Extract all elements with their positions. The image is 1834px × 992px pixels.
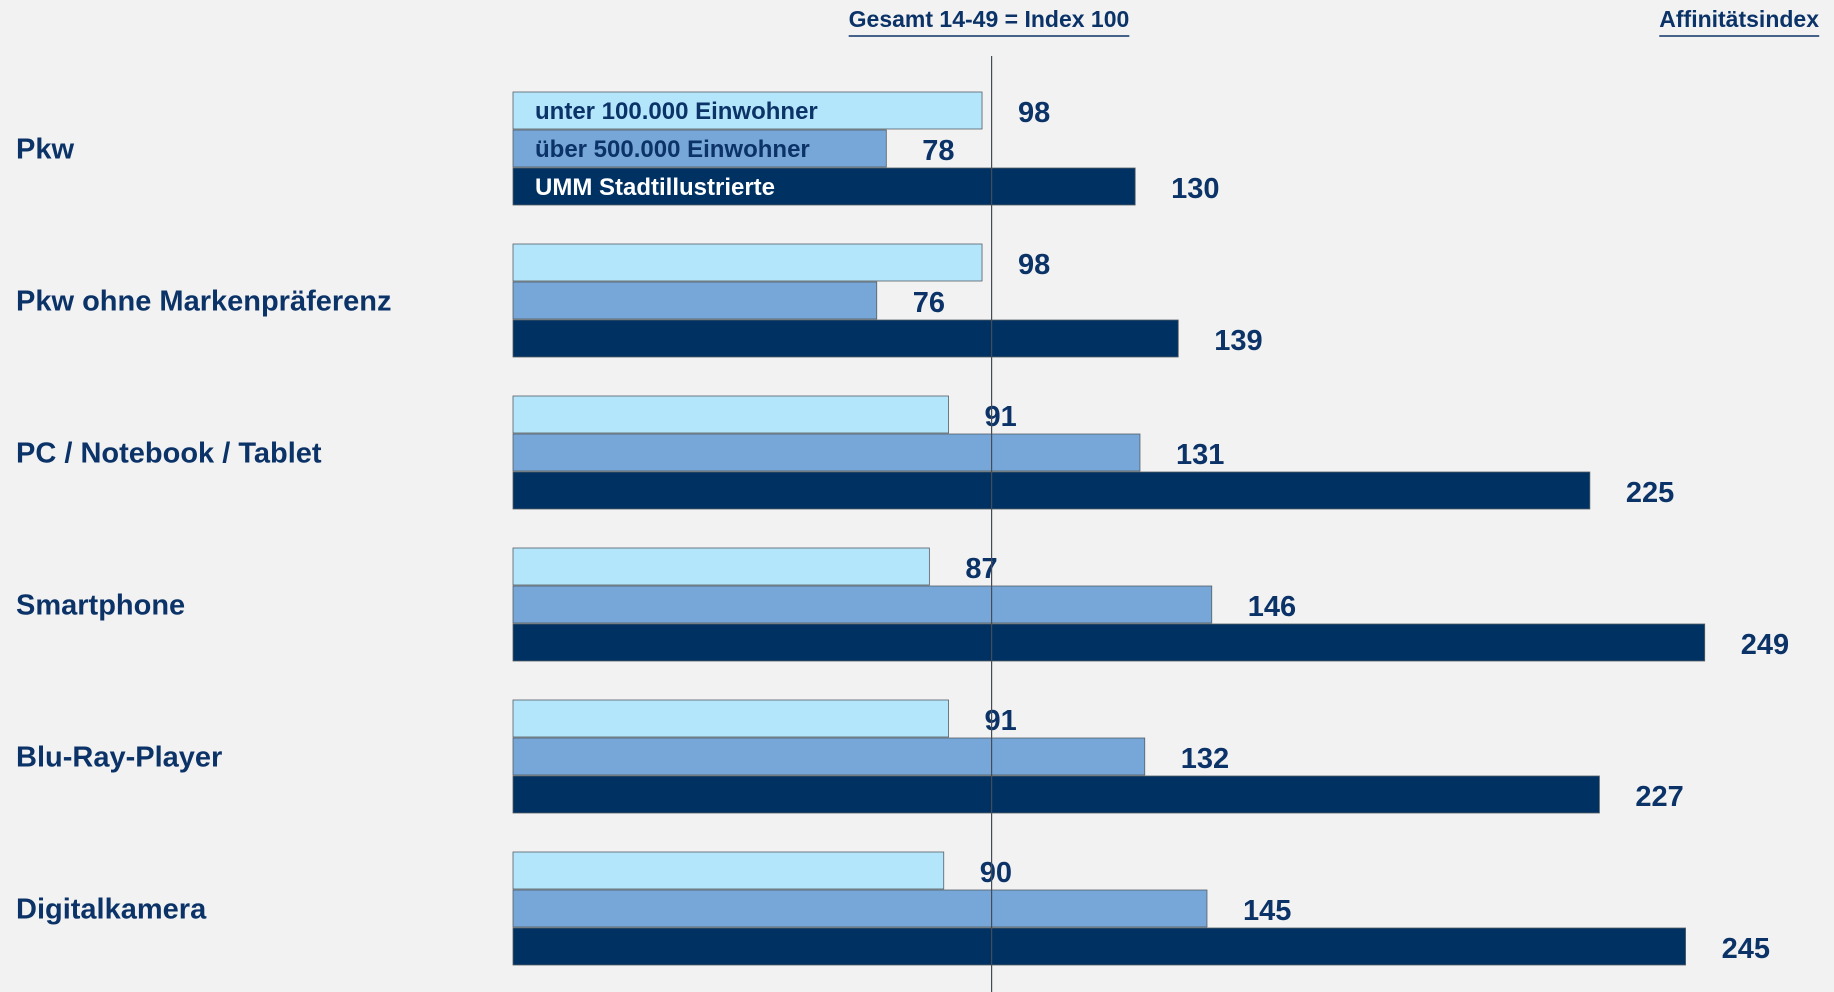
bar-3 [512,319,1179,358]
bar-1 [512,851,945,890]
reference-line-title: Gesamt 14-49 = Index 100 [849,6,1130,32]
category-label: Blu-Ray-Player [16,742,222,774]
value-label: 91 [985,705,1017,737]
value-label: 130 [1171,173,1219,205]
value-label: 131 [1176,439,1224,471]
value-label: 227 [1635,781,1683,813]
value-label: 139 [1214,325,1262,357]
axis-title: Affinitätsindex [1659,6,1819,32]
bar-2 [512,281,878,320]
bar-group: Smartphone 87 146 249 [16,547,1789,662]
bar-3 [512,775,1600,814]
value-label: 76 [913,287,945,319]
value-label: 245 [1722,933,1770,965]
chart-headers: Gesamt 14-49 = Index 100 Affinitätsindex [848,6,1820,37]
bar-3 [512,927,1686,966]
value-label: 87 [965,553,997,585]
value-label: 146 [1248,591,1296,623]
category-label: Digitalkamera [16,894,207,926]
bar-2 [512,129,887,168]
bar-3 [512,167,1136,206]
bar-groups: Pkw 98 unter 100.000 Einwohner 78 über 500.0… [16,91,1789,966]
bar-1 [512,547,930,586]
bar-group: Pkw ohne Markenpräferenz 98 76 139 [16,243,1263,358]
bar-3 [512,623,1706,662]
bar-group: Pkw 98 unter 100.000 Einwohner 78 über 500.0… [16,91,1220,206]
value-label: 145 [1243,895,1291,927]
value-label: 90 [980,857,1012,889]
bar-group: PC / Notebook / Tablet 91 131 225 [16,395,1674,510]
bar-1 [512,395,949,434]
value-label: 249 [1741,629,1789,661]
legend-label: über 500.000 Einwohner [535,136,810,163]
value-label: 98 [1018,97,1050,129]
category-label: Smartphone [16,590,185,622]
value-label: 225 [1626,477,1674,509]
bar-1 [512,699,949,738]
category-label: PC / Notebook / Tablet [16,438,322,470]
value-label: 98 [1018,249,1050,281]
bar-1 [512,243,983,282]
bar-group: Blu-Ray-Player 91 132 227 [16,699,1684,814]
value-label: 91 [985,401,1017,433]
bar-2 [512,433,1141,472]
bar-2 [512,585,1213,624]
legend-label: unter 100.000 Einwohner [535,98,818,125]
bar-2 [512,889,1208,928]
bar-3 [512,471,1591,510]
category-label: Pkw ohne Markenpräferenz [16,286,392,318]
bar-group: Digitalkamera 90 145 245 [16,851,1770,966]
category-label: Pkw [16,134,74,166]
value-label: 78 [922,135,954,167]
bar-2 [512,737,1146,776]
legend-label: UMM Stadtillustrierte [535,174,775,201]
bar-1 [512,91,983,130]
value-label: 132 [1181,743,1229,775]
